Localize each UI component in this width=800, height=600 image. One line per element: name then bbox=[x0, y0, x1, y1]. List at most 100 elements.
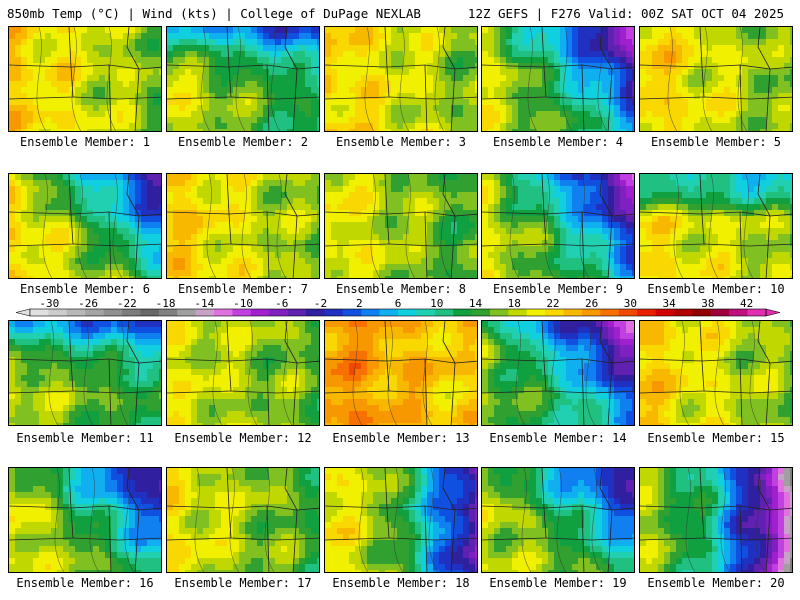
temperature-field bbox=[9, 321, 161, 425]
ensemble-member-label: Ensemble Member: 15 bbox=[647, 431, 785, 445]
ensemble-member-map bbox=[639, 467, 793, 573]
colorbar-swatch bbox=[674, 309, 693, 316]
temperature-field bbox=[325, 27, 477, 131]
colorbar-swatch bbox=[48, 309, 68, 316]
colorbar-swatch bbox=[545, 309, 564, 316]
colorbar-swatch bbox=[747, 309, 767, 316]
colorbar-swatch bbox=[342, 309, 362, 316]
colorbar-tick-label: 30 bbox=[624, 297, 637, 310]
ensemble-member-map bbox=[639, 173, 793, 279]
header-valid-time: 12Z GEFS | F276 Valid: 00Z SAT OCT 04 20… bbox=[467, 6, 784, 21]
colorbar-left-arrow bbox=[15, 308, 31, 317]
colorbar-tick-label: 22 bbox=[546, 297, 559, 310]
colorbar-right-arrow bbox=[765, 308, 781, 317]
temperature-field bbox=[9, 27, 161, 131]
temperature-field bbox=[325, 468, 477, 572]
temperature-field bbox=[167, 468, 319, 572]
colorbar-tick-label: 26 bbox=[585, 297, 598, 310]
ensemble-member-label: Ensemble Member: 1 bbox=[19, 135, 151, 149]
colorbar-tick-label: 2 bbox=[356, 297, 363, 310]
colorbar-swatch bbox=[66, 309, 86, 316]
colorbar-swatch bbox=[250, 309, 270, 316]
colorbar-tick-label: 38 bbox=[701, 297, 714, 310]
colorbar-swatch bbox=[582, 309, 601, 316]
colorbar-tick-label: -2 bbox=[314, 297, 327, 310]
temperature-field bbox=[167, 174, 319, 278]
colorbar-swatch bbox=[158, 309, 178, 316]
colorbar-tick-label: 34 bbox=[663, 297, 677, 310]
header-title: 850mb Temp (°C) | Wind (kts) | College o… bbox=[7, 6, 421, 21]
colorbar-swatch bbox=[655, 309, 675, 316]
ensemble-member-map bbox=[166, 320, 320, 426]
colorbar-swatch bbox=[195, 309, 215, 316]
ensemble-member-map bbox=[324, 467, 478, 573]
temperature-field bbox=[167, 27, 319, 131]
colorbar-swatch bbox=[471, 309, 491, 316]
colorbar-tick-label: -6 bbox=[275, 297, 288, 310]
ensemble-member-label: Ensemble Member: 9 bbox=[492, 282, 624, 296]
ensemble-member-map bbox=[324, 173, 478, 279]
ensemble-member-label: Ensemble Member: 3 bbox=[335, 135, 467, 149]
ensemble-member-label: Ensemble Member: 20 bbox=[647, 576, 785, 590]
colorbar-tick-label: 42 bbox=[740, 297, 753, 310]
temperature-field bbox=[482, 27, 634, 131]
ensemble-member-map bbox=[8, 467, 162, 573]
colorbar-swatch bbox=[379, 309, 399, 316]
colorbar-swatch bbox=[729, 309, 748, 316]
temperature-field bbox=[640, 321, 792, 425]
colorbar-tick-label: 14 bbox=[469, 297, 483, 310]
ensemble-member-map bbox=[166, 173, 320, 279]
ensemble-member-label: Ensemble Member: 17 bbox=[174, 576, 312, 590]
ensemble-member-map bbox=[8, 320, 162, 426]
colorbar-swatch bbox=[177, 309, 196, 316]
temperature-colorbar: -30 -26 -22 -18 -14 -10 -6 -2 2 6 10 14 18 22 26 30 34 38… bbox=[15, 297, 781, 317]
colorbar-swatch bbox=[563, 309, 583, 316]
colorbar-swatch bbox=[710, 309, 730, 316]
ensemble-member-label: Ensemble Member: 8 bbox=[335, 282, 467, 296]
ensemble-member-map bbox=[481, 173, 635, 279]
ensemble-member-label: Ensemble Member: 16 bbox=[16, 576, 154, 590]
colorbar-swatch bbox=[85, 309, 104, 316]
colorbar-tick-label: -14 bbox=[194, 297, 214, 310]
colorbar-swatch bbox=[140, 309, 160, 316]
colorbar-swatch bbox=[287, 309, 307, 316]
colorbar-swatch bbox=[103, 309, 123, 316]
colorbar-swatch bbox=[398, 309, 417, 316]
ensemble-member-label: Ensemble Member: 12 bbox=[174, 431, 312, 445]
colorbar-swatch bbox=[306, 309, 325, 316]
ensemble-member-label: Ensemble Member: 14 bbox=[489, 431, 627, 445]
temperature-field bbox=[482, 321, 634, 425]
colorbar-tick-label: -26 bbox=[78, 297, 98, 310]
ensemble-member-label: Ensemble Member: 18 bbox=[332, 576, 470, 590]
ensemble-member-map bbox=[324, 26, 478, 132]
colorbar-tick-label: 18 bbox=[508, 297, 521, 310]
temperature-field bbox=[640, 27, 792, 131]
colorbar-swatch bbox=[600, 309, 620, 316]
temperature-field bbox=[167, 321, 319, 425]
ensemble-member-label: Ensemble Member: 4 bbox=[492, 135, 624, 149]
ensemble-member-label: Ensemble Member: 2 bbox=[177, 135, 309, 149]
ensemble-member-label: Ensemble Member: 13 bbox=[332, 431, 470, 445]
colorbar-tick-label: -30 bbox=[39, 297, 59, 310]
colorbar-swatch bbox=[490, 309, 509, 316]
ensemble-member-map bbox=[481, 320, 635, 426]
temperature-field bbox=[640, 468, 792, 572]
ensemble-member-map bbox=[166, 467, 320, 573]
ensemble-member-map bbox=[166, 26, 320, 132]
colorbar-swatch bbox=[232, 309, 252, 316]
colorbar-swatch bbox=[692, 309, 712, 316]
colorbar-swatch bbox=[434, 309, 454, 316]
ensemble-member-map bbox=[481, 467, 635, 573]
ensemble-member-label: Ensemble Member: 10 bbox=[647, 282, 785, 296]
temperature-field bbox=[482, 468, 634, 572]
ensemble-member-map bbox=[8, 173, 162, 279]
temperature-field bbox=[325, 174, 477, 278]
ensemble-member-label: Ensemble Member: 11 bbox=[16, 431, 154, 445]
colorbar-swatch bbox=[416, 309, 436, 316]
colorbar-swatch bbox=[122, 309, 141, 316]
colorbar-tick-label: -10 bbox=[233, 297, 253, 310]
colorbar-swatch bbox=[361, 309, 380, 316]
ensemble-member-label: Ensemble Member: 5 bbox=[650, 135, 782, 149]
ensemble-member-label: Ensemble Member: 19 bbox=[489, 576, 627, 590]
ensemble-member-map bbox=[639, 26, 793, 132]
